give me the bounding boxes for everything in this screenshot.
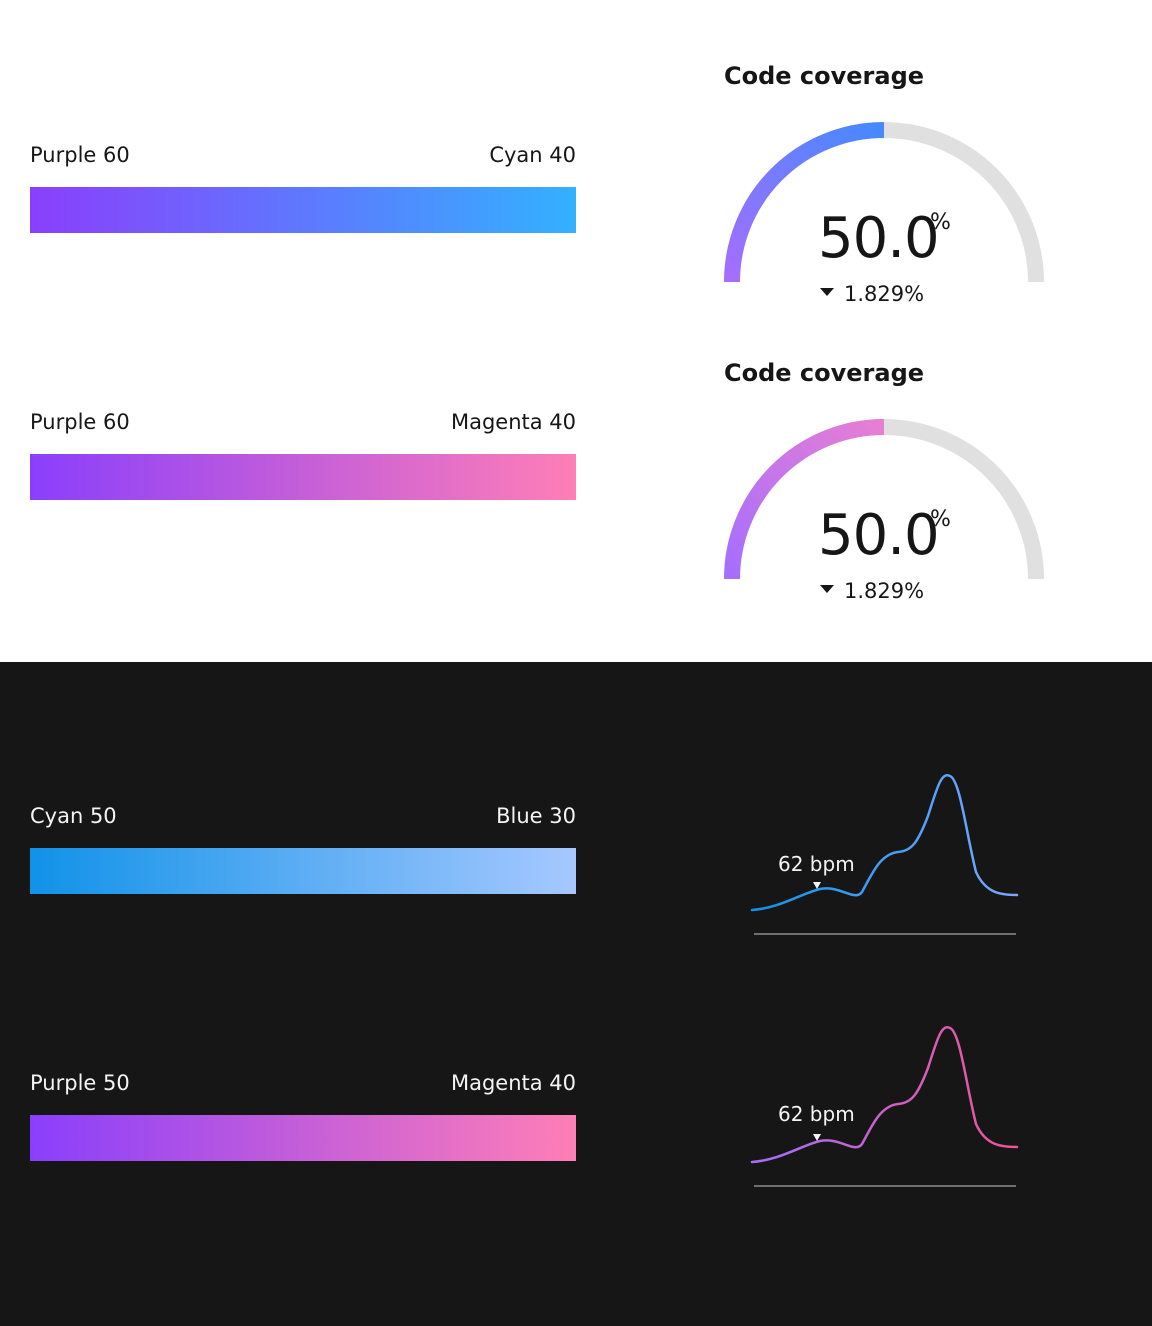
gradient-end-label: Blue 30: [496, 804, 576, 828]
gradient-swatch-cyan50-blue30: Cyan 50 Blue 30: [30, 804, 576, 894]
caret-down-icon: [820, 585, 834, 593]
gradient-bar: [30, 187, 576, 233]
marker-triangle-icon: [813, 882, 821, 889]
gauge-value: 50.0: [818, 206, 940, 271]
gradient-end-label: Magenta 40: [450, 1071, 576, 1095]
gradient-bar: [30, 848, 576, 894]
gauge-title: Code coverage: [724, 62, 925, 90]
gauge-unit: %: [930, 210, 951, 235]
gradient-bar: [30, 1115, 576, 1161]
sparkline-label: 62 bpm: [778, 1102, 855, 1126]
sparkline-line: [750, 774, 1019, 912]
gauge-arc: [724, 122, 1044, 283]
gauge-arc: [724, 419, 1044, 580]
gauge-fill: [724, 122, 885, 283]
marker-triangle-icon: [813, 1134, 821, 1141]
gauge-delta-value: 1.829%: [844, 579, 925, 603]
gradient-swatch-purple60-magenta40: Purple 60 Magenta 40: [30, 410, 576, 500]
gradient-end-label: Magenta 40: [450, 410, 576, 434]
gradient-start-label: Purple 50: [30, 1071, 130, 1095]
caret-down-icon: [820, 288, 834, 296]
sparkline-label: 62 bpm: [778, 852, 855, 876]
sparkline-line: [750, 1026, 1019, 1164]
gradient-bar: [30, 454, 576, 500]
sparkline-chart: [750, 774, 1019, 935]
gauge-delta: 1.829%: [820, 579, 924, 603]
gradient-swatch-purple50-magenta40: Purple 50 Magenta 40: [30, 1071, 576, 1161]
sparkline-chart: [750, 1026, 1019, 1187]
gauge-delta: 1.829%: [820, 282, 924, 306]
gauge-fill: [724, 419, 885, 580]
dark-theme-section: Cyan 50 Blue 30 Purple 50 Magenta 40 62 …: [0, 662, 1152, 1326]
gauge-delta-value: 1.829%: [844, 282, 925, 306]
light-theme-section: Purple 60 Cyan 40 Purple 60 Magenta 40 C…: [0, 0, 1152, 662]
gradient-end-label: Cyan 40: [489, 143, 576, 167]
gradient-swatch-purple60-cyan40: Purple 60 Cyan 40: [30, 143, 576, 233]
gradient-start-label: Cyan 50: [30, 804, 117, 828]
gauge-title: Code coverage: [724, 359, 925, 387]
gauge-value: 50.0: [818, 503, 940, 568]
gauge-unit: %: [930, 507, 951, 532]
gradient-start-label: Purple 60: [30, 143, 130, 167]
gradient-start-label: Purple 60: [30, 410, 130, 434]
